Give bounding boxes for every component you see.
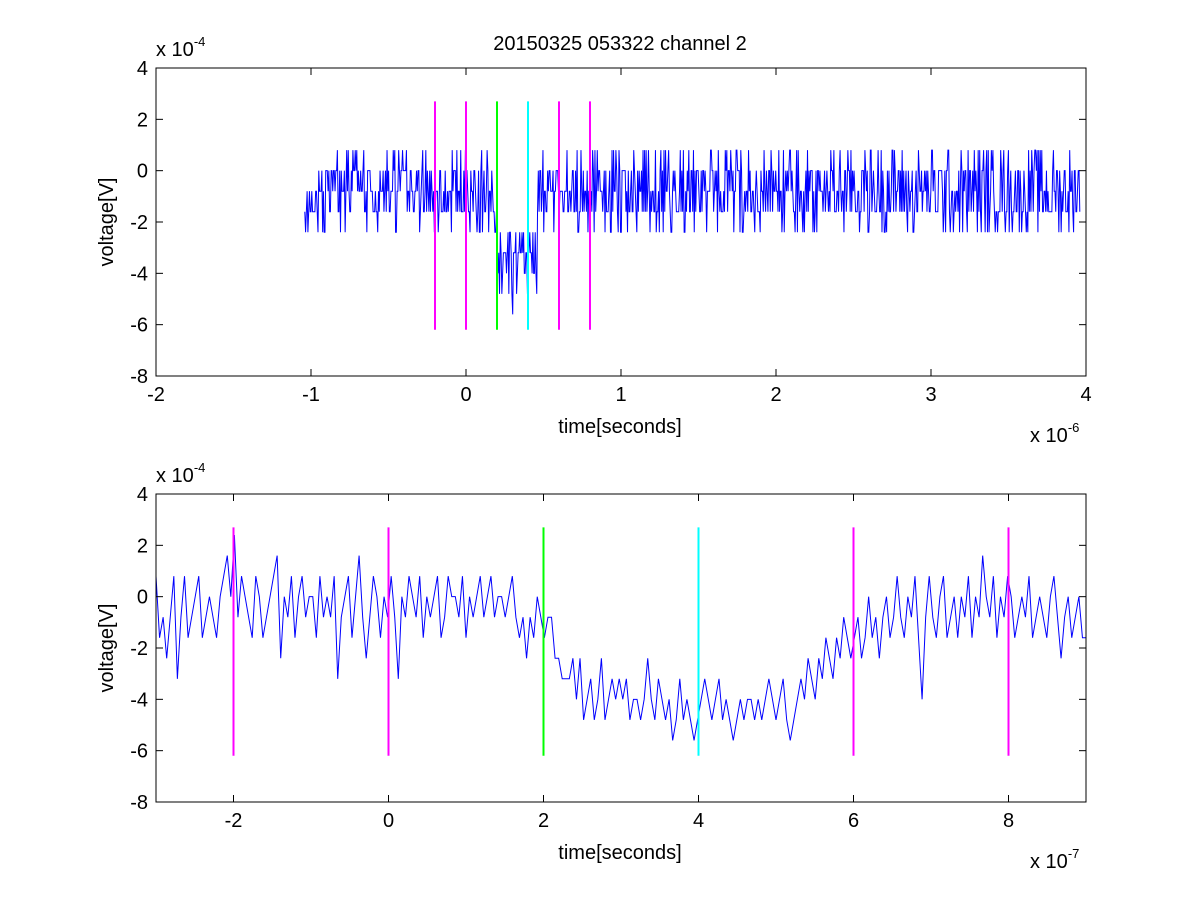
bottom-x-tick-label: 4 <box>693 810 704 832</box>
top-plot: voltage[V] time[seconds] x 10-4 x 10-6 -… <box>96 34 1092 447</box>
top-plot-area <box>304 101 1081 330</box>
top-x-tick-label: 1 <box>615 384 626 406</box>
bottom-x-tick-label: 2 <box>538 810 549 832</box>
bottom-x-axis-label: time[seconds] <box>558 842 681 864</box>
bottom-y-axis-label: voltage[V] <box>96 604 118 693</box>
bottom-y-tick-label: -6 <box>130 741 148 763</box>
top-y-tick-label: -6 <box>130 315 148 337</box>
bottom-x-tick-label: -2 <box>225 810 243 832</box>
top-x-tick-label: -2 <box>147 384 165 406</box>
bottom-signal-trace <box>155 535 1086 741</box>
top-x-tick-label: -1 <box>302 384 320 406</box>
top-x-exponent-label: x 10-6 <box>1030 420 1079 447</box>
chart-title: 20150325 053322 channel 2 <box>493 33 747 55</box>
bottom-plot-frame <box>155 493 1087 803</box>
top-x-tick-label: 2 <box>770 384 781 406</box>
top-y-tick-label: 0 <box>137 161 148 183</box>
bottom-x-tick-label: 8 <box>1003 810 1014 832</box>
bottom-y-tick-label: 2 <box>137 535 148 557</box>
top-y-tick-label: -4 <box>130 263 148 285</box>
bottom-y-tick-label: 0 <box>137 587 148 609</box>
top-x-tick-label: 3 <box>925 384 936 406</box>
top-y-exponent-label: x 10-4 <box>156 34 205 61</box>
top-y-tick-label: -2 <box>130 212 148 234</box>
bottom-y-tick-label: 4 <box>137 484 148 506</box>
bottom-x-exponent-label: x 10-7 <box>1030 846 1079 873</box>
bottom-y-tick-label: -2 <box>130 638 148 660</box>
top-y-tick-label: 2 <box>137 109 148 131</box>
bottom-y-exponent-label: x 10-4 <box>156 460 205 487</box>
bottom-plot: voltage[V] time[seconds] x 10-4 x 10-7 -… <box>96 460 1087 873</box>
bottom-y-tick-label: -8 <box>130 792 148 814</box>
bottom-x-tick-label: 0 <box>383 810 394 832</box>
top-y-tick-label: -8 <box>130 366 148 388</box>
bottom-y-tick-label: -4 <box>130 689 148 711</box>
top-signal-trace <box>304 149 1081 315</box>
top-x-tick-label: 0 <box>460 384 471 406</box>
top-x-tick-label: 4 <box>1080 384 1091 406</box>
bottom-plot-area <box>155 527 1086 756</box>
top-y-axis-label: voltage[V] <box>96 178 118 267</box>
top-x-axis-label: time[seconds] <box>558 416 681 438</box>
top-y-tick-label: 4 <box>137 58 148 80</box>
bottom-x-tick-label: 6 <box>848 810 859 832</box>
